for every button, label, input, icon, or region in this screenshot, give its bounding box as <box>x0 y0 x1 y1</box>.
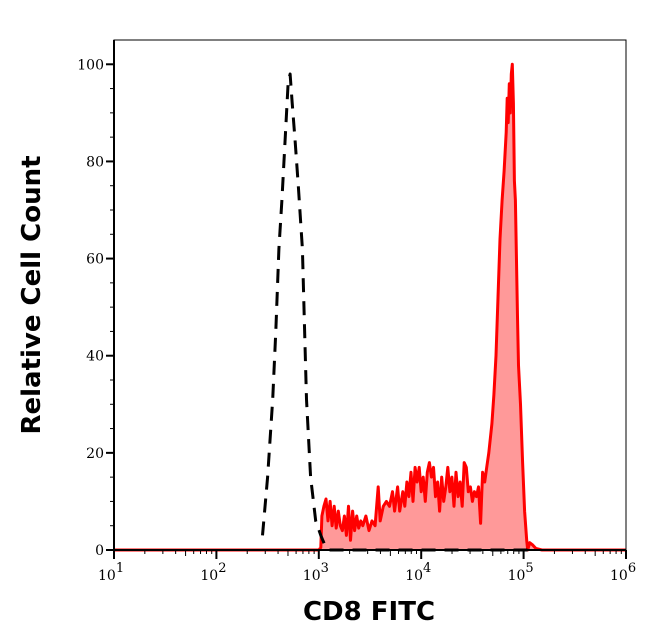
x-tick-label: 101 <box>98 561 124 584</box>
plot-frame <box>113 39 627 551</box>
x-tick-label: 102 <box>200 561 226 584</box>
x-tick-label: 106 <box>610 561 636 584</box>
x-tick-exponent: 6 <box>628 561 636 576</box>
plot-area <box>114 62 626 552</box>
y-tick-label: 40 <box>86 349 104 365</box>
x-tick-label: 104 <box>405 561 431 584</box>
x-tick-base: 10 <box>610 568 628 584</box>
x-tick-exponent: 2 <box>218 561 226 576</box>
x-tick-base: 10 <box>200 568 218 584</box>
x-tick-label: 103 <box>303 561 329 584</box>
stained-sample-line <box>114 62 626 552</box>
x-tick-exponent: 4 <box>423 561 431 576</box>
y-tick-label: 0 <box>95 543 104 559</box>
x-tick-exponent: 1 <box>116 561 124 576</box>
x-tick-base: 10 <box>508 568 526 584</box>
y-tick-label: 60 <box>86 252 104 268</box>
x-tick-label: 105 <box>508 561 534 584</box>
x-tick-base: 10 <box>98 568 116 584</box>
y-axis-title: Relative Cell Count <box>17 155 47 434</box>
isotype-control-line <box>261 72 534 552</box>
y-tick-label: 80 <box>86 154 104 170</box>
y-tick-label: 20 <box>86 446 104 462</box>
x-axis-title: CD8 FITC <box>303 597 435 627</box>
x-tick-exponent: 3 <box>321 561 329 576</box>
x-tick-base: 10 <box>303 568 321 584</box>
series-fill-0 <box>114 64 626 551</box>
x-tick-base: 10 <box>405 568 423 584</box>
y-tick-label: 100 <box>77 57 104 73</box>
x-tick-exponent: 5 <box>525 561 533 576</box>
